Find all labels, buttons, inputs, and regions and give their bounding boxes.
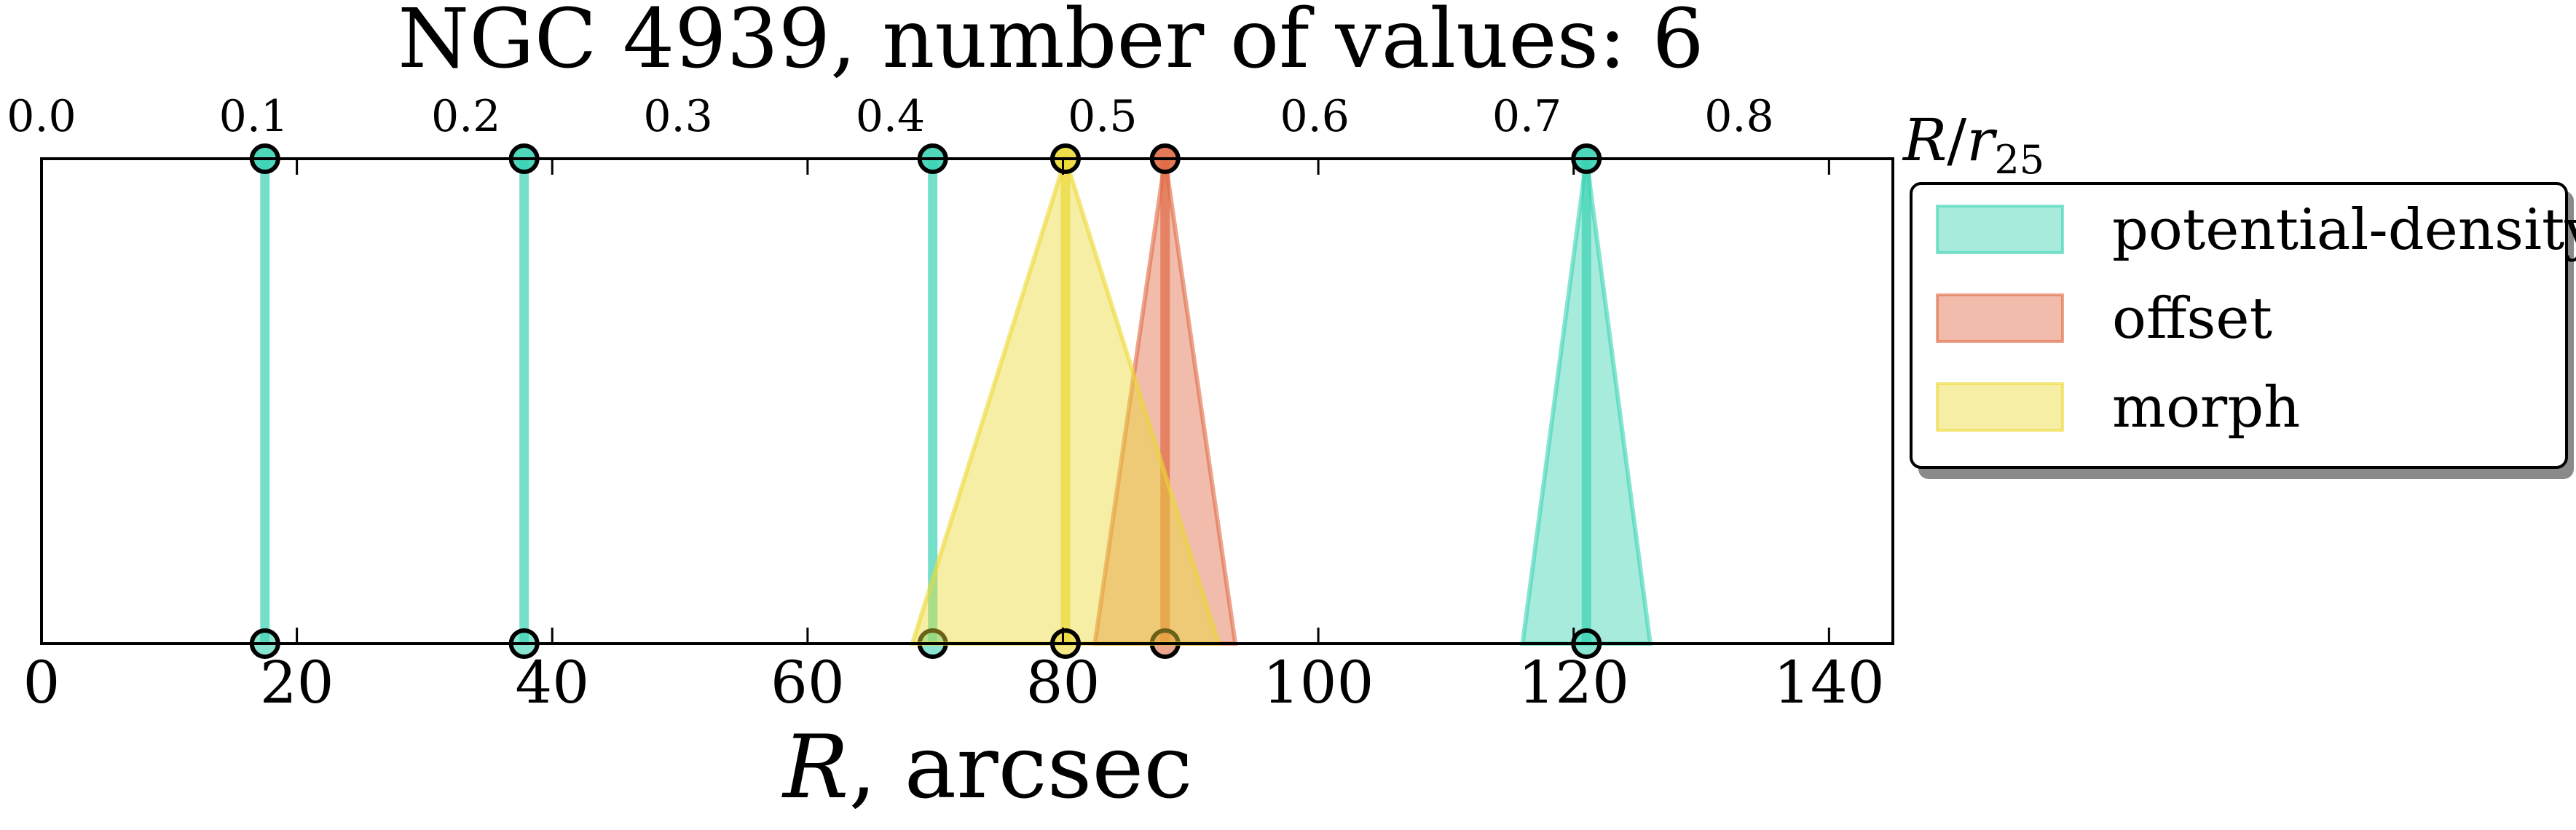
top-x-tick-label: 0.5 [1068,91,1137,142]
legend-swatch [1936,382,2064,432]
legend-label: morph [2112,375,2300,440]
top-x-tick-label: 0.0 [7,91,76,142]
top-x-tick-label: 0.6 [1280,91,1349,142]
x-tick-label: 100 [1263,649,1374,716]
top-x-tick-label: 0.1 [219,91,288,142]
x-tick-label: 120 [1518,649,1629,716]
legend-swatch [1936,293,2064,343]
legend: potential-density offset morph [1910,182,2576,479]
x-axis-bottom: 0 20 40 60 80 100 120 140 [23,159,1885,716]
plot-area [249,143,1653,659]
legend-label: offset [2112,286,2272,352]
legend-label: potential-density [2112,197,2576,263]
top-x-tick-label: 0.7 [1492,91,1561,142]
x-tick-label: 20 [260,649,334,716]
plot-frame [40,157,1894,645]
chart-title: NGC 4939, number of values: 6 [398,0,1703,87]
legend-box [1910,182,2568,469]
x-axis-label: R, arcsec [781,717,1193,818]
top-x-tick-label: 0.8 [1704,91,1773,142]
x-tick-label: 140 [1773,649,1885,716]
x-tick-label: 60 [771,649,845,716]
x-tick-label: 80 [1026,649,1100,716]
top-axis-label: R/r25 [1902,106,2044,183]
x-tick-label: 0 [23,649,60,716]
legend-swatch [1936,205,2064,254]
x-tick-label: 40 [515,649,589,716]
top-x-tick-label: 0.3 [643,91,712,142]
top-x-tick-label: 0.2 [431,91,500,142]
top-x-tick-label: 0.4 [856,91,925,142]
x-axis-top: 0.0 0.1 0.2 0.3 0.4 0.5 0.6 0.7 0.8 [7,91,1773,142]
